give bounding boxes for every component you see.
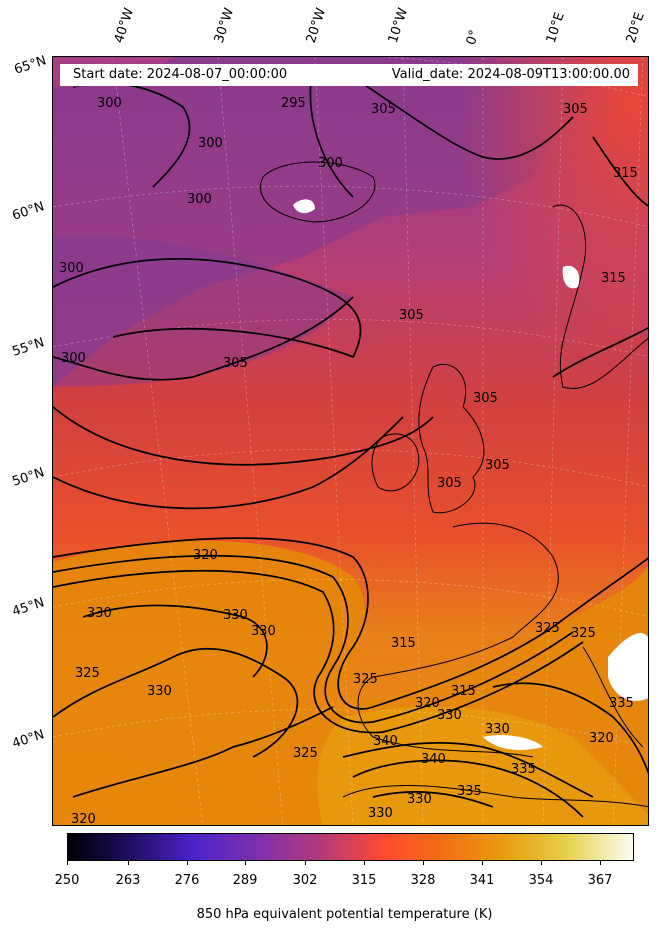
contour-label: 305 xyxy=(223,356,248,371)
colorbar-tickmark xyxy=(423,861,424,865)
contour-label: 330 xyxy=(437,708,462,723)
colorbar-tick-label: 276 xyxy=(174,873,200,888)
contour-label: 315 xyxy=(391,636,416,651)
date-header: Start date: 2024-08-07_00:00:00 Valid_da… xyxy=(60,64,638,86)
contour-label: 300 xyxy=(187,192,212,207)
lon-label-30w: 30°W xyxy=(211,6,238,45)
contour-label: 315 xyxy=(601,271,626,286)
hot-south-region xyxy=(317,706,648,825)
colorbar-tick-label: 289 xyxy=(232,873,258,888)
contour-label: 300 xyxy=(198,136,223,151)
colorbar-tick-label: 315 xyxy=(351,873,377,888)
lat-label-45n: 45°N xyxy=(10,595,47,620)
contour-label: 325 xyxy=(293,746,318,761)
contour-label: 330 xyxy=(485,722,510,737)
contour-label: 320 xyxy=(589,731,614,746)
colorbar-tick-label: 328 xyxy=(410,873,436,888)
contour-label: 330 xyxy=(407,792,432,807)
contour-label: 315 xyxy=(613,166,638,181)
warm-northeast xyxy=(353,57,648,507)
france-iberia xyxy=(357,522,559,758)
contour-labels: 300 300 295 305 305 300 300 300 305 305 … xyxy=(59,96,638,826)
italy xyxy=(582,646,644,748)
contour-label: 320 xyxy=(415,696,440,711)
colorbar-tickmark xyxy=(305,861,306,865)
lat-label-60n: 60°N xyxy=(10,199,47,224)
valid-date-text: Valid_date: 2024-08-09T13:00:00.00 xyxy=(391,67,630,82)
lon-label-10e: 10°E xyxy=(543,10,568,46)
contour-label: 325 xyxy=(571,626,596,641)
colorbar-tickmark xyxy=(600,861,601,865)
colorbar-tickmark xyxy=(364,861,365,865)
contour-label: 305 xyxy=(399,308,424,323)
lat-label-65n: 65°N xyxy=(12,53,49,78)
scandinavia xyxy=(552,204,648,390)
colorbar-tickmark xyxy=(245,861,246,865)
contour-label: 325 xyxy=(75,666,100,681)
colorbar-tickmark xyxy=(128,861,129,865)
contour-label: 305 xyxy=(485,458,510,473)
contour-label: 315 xyxy=(451,684,476,699)
contour-label: 295 xyxy=(281,96,306,111)
lon-label-20e: 20°E xyxy=(623,10,648,46)
contour-label: 305 xyxy=(437,476,462,491)
contour-label: 320 xyxy=(193,548,218,563)
colorbar-tick-label: 367 xyxy=(587,873,613,888)
lat-label-50n: 50°N xyxy=(10,465,47,490)
contour-label: 300 xyxy=(97,96,122,111)
great-britain xyxy=(418,363,485,514)
contour-label: 330 xyxy=(223,608,248,623)
contour-label: 305 xyxy=(371,102,396,117)
contour-label: 300 xyxy=(59,261,84,276)
colorbar-tick-label: 341 xyxy=(469,873,495,888)
coastlines xyxy=(260,161,648,808)
contour-label: 325 xyxy=(353,672,378,687)
lon-label-40w: 40°W xyxy=(111,6,138,45)
colorbar-tickmark xyxy=(482,861,483,865)
colorbar-tick-label: 263 xyxy=(115,873,141,888)
contour-label: 300 xyxy=(318,156,343,171)
lon-label-0: 0° xyxy=(463,28,483,47)
colorbar-tick-label: 302 xyxy=(292,873,318,888)
start-date-text: Start date: 2024-08-07_00:00:00 xyxy=(73,67,288,82)
contour-label: 330 xyxy=(147,684,172,699)
colorbar-tick-label: 354 xyxy=(528,873,554,888)
contour-label: 335 xyxy=(609,696,634,711)
colorbar-tick-label: 250 xyxy=(54,873,80,888)
north-africa xyxy=(342,784,648,808)
colorbar-label: 850 hPa equivalent potential temperature… xyxy=(196,907,493,922)
colorbar xyxy=(67,833,634,861)
lat-label-55n: 55°N xyxy=(10,335,47,360)
lon-label-10w: 10°W xyxy=(385,6,412,45)
map-canvas: 300 300 295 305 305 300 300 300 305 305 … xyxy=(53,57,648,826)
contour-label: 330 xyxy=(368,806,393,821)
colorbar-tickmark xyxy=(541,861,542,865)
map-panel: 300 300 295 305 305 300 300 300 305 305 … xyxy=(52,56,649,826)
colorbar-tickmark xyxy=(187,861,188,865)
contour-label: 340 xyxy=(421,752,446,767)
contour-label: 340 xyxy=(373,734,398,749)
contour-label: 330 xyxy=(251,624,276,639)
colorbar-tickmark xyxy=(67,861,68,865)
lat-label-40n: 40°N xyxy=(10,727,47,752)
contour-label: 335 xyxy=(511,762,536,777)
contour-label: 300 xyxy=(61,351,86,366)
contour-label: 305 xyxy=(563,102,588,117)
contour-label: 325 xyxy=(535,621,560,636)
lon-label-20w: 20°W xyxy=(303,6,330,45)
contour-label: 335 xyxy=(457,784,482,799)
iceland xyxy=(260,161,376,223)
contour-label: 305 xyxy=(473,391,498,406)
contour-label: 320 xyxy=(71,812,96,826)
contour-label: 330 xyxy=(87,606,112,621)
ireland xyxy=(371,433,420,492)
